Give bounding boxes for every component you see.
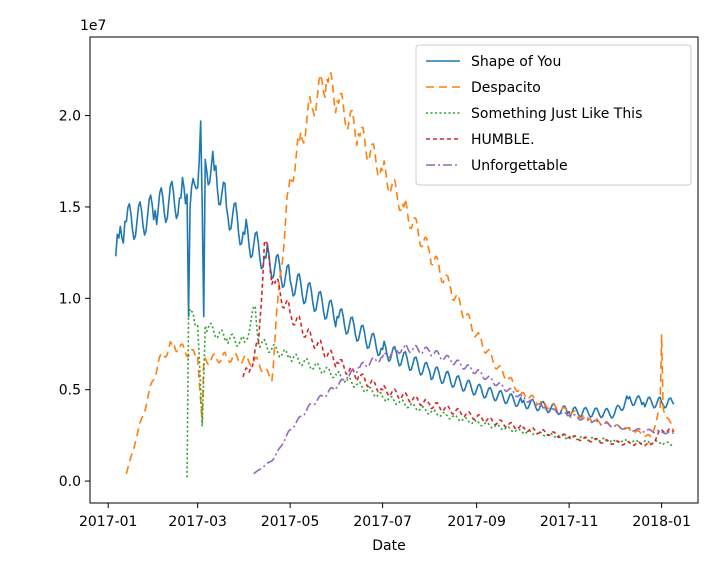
x-tick-label: 2017-03: [168, 514, 227, 530]
legend-label: Despacito: [471, 80, 541, 96]
x-tick-label: 2017-07: [353, 514, 412, 530]
plot-frame: [89, 36, 699, 504]
series-line-0: [114, 120, 675, 419]
series-layer: [114, 72, 675, 478]
y-scale-label: 1e7: [80, 18, 106, 34]
y-tick-label: 1.0: [59, 291, 81, 307]
series-line-3: [242, 239, 675, 447]
y-tick-label: 2.0: [59, 109, 81, 125]
x-tick-label: 2017-05: [261, 514, 320, 530]
legend: Shape of You Despacito Something Just Like…: [415, 44, 692, 186]
legend-label: Something Just Like This: [471, 106, 642, 122]
y-tick-label: 0.5: [59, 383, 81, 399]
y-tick-label: 0.0: [59, 474, 81, 490]
y-tick-label: 1.5: [59, 200, 81, 216]
series-line-4: [253, 343, 675, 475]
series-line-1: [125, 72, 675, 474]
series-line-2: [186, 305, 675, 478]
legend-label: Unforgettable: [471, 158, 568, 174]
x-axis-label: Date: [372, 538, 405, 554]
y-axis: 0.0 0.5 1.0 1.5 2.0: [59, 109, 90, 490]
x-tick-label: 2018-01: [632, 514, 691, 530]
x-tick-label: 2017-01: [79, 514, 138, 530]
legend-label: Shape of You: [471, 54, 561, 70]
x-axis: 2017-01 2017-03 2017-05 2017-07 2017-09 2017-…: [79, 503, 691, 530]
x-tick-label: 2017-11: [540, 514, 599, 530]
x-tick-label: 2017-09: [447, 514, 506, 530]
legend-box: [415, 44, 692, 186]
legend-label: HUMBLE.: [471, 132, 535, 148]
